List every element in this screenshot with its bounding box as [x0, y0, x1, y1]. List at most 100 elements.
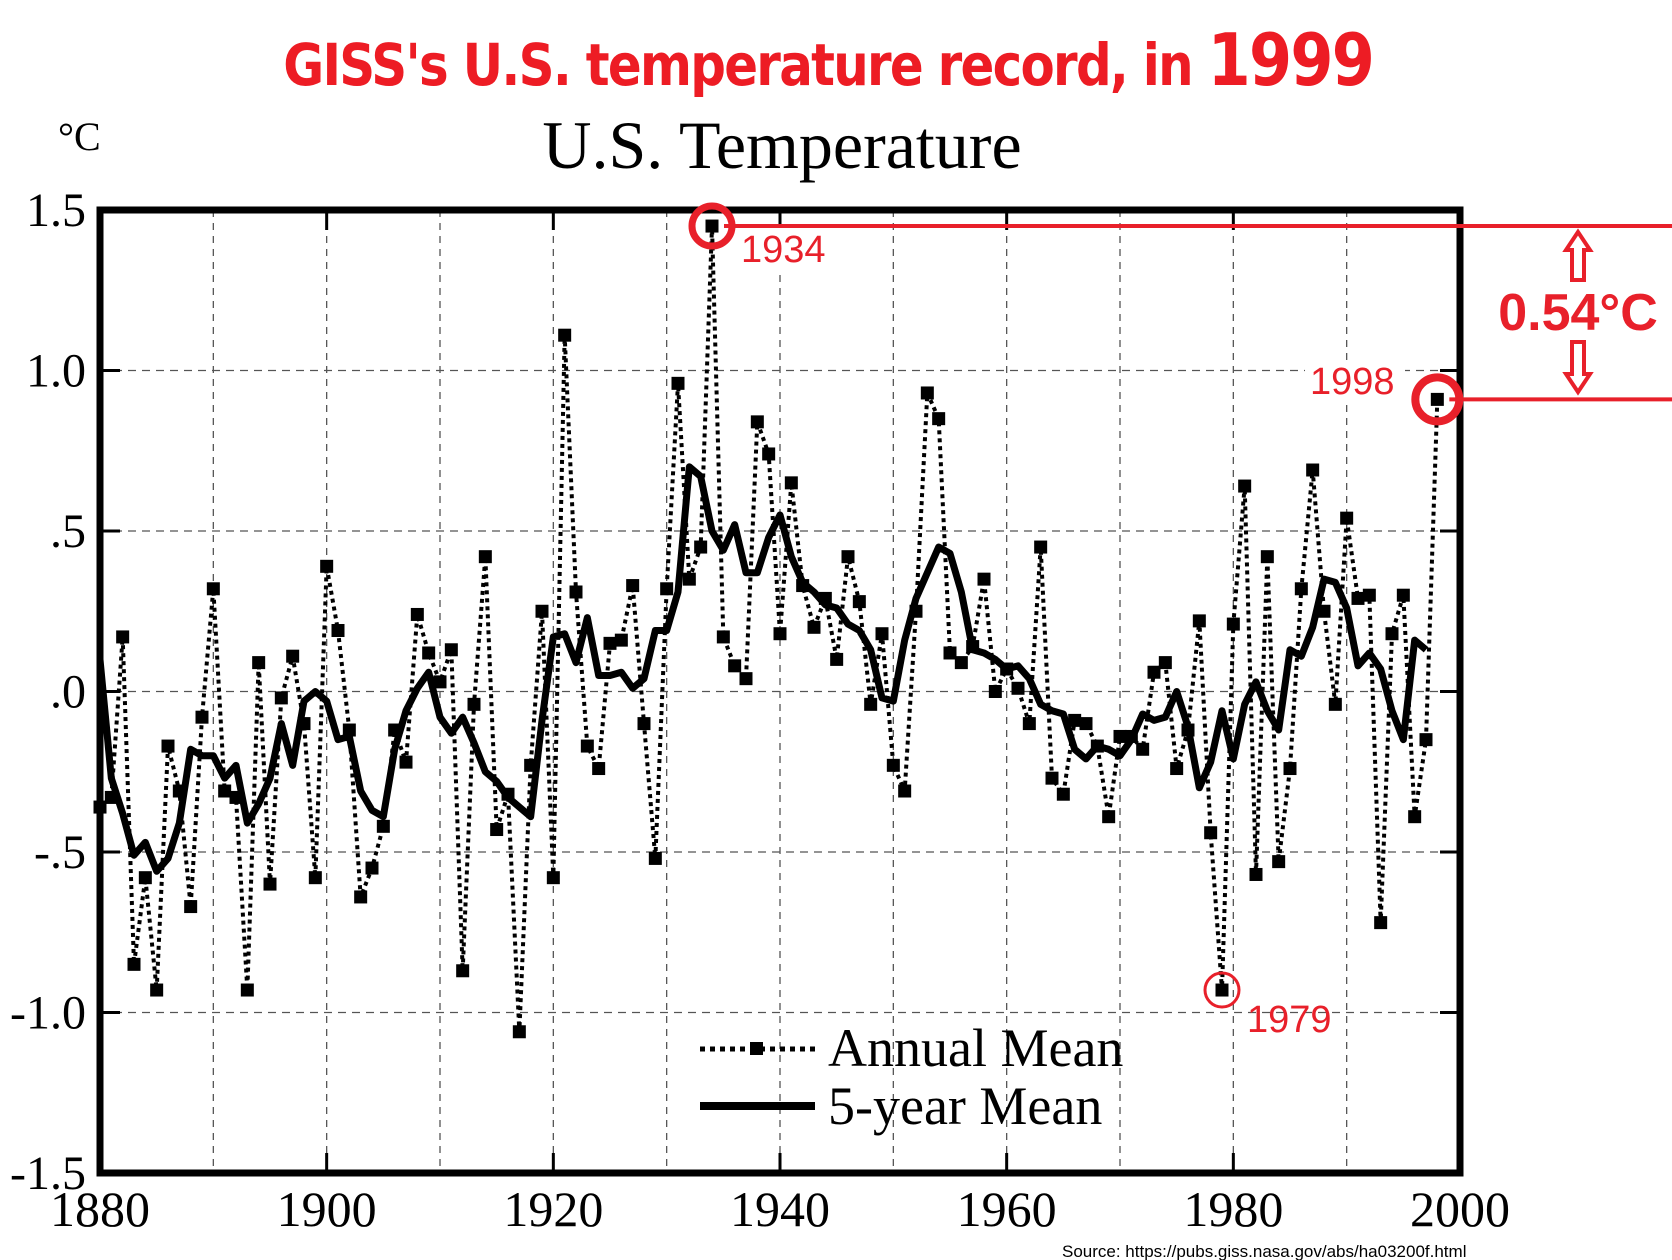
annual-point-1883 — [127, 957, 141, 971]
y-tick-label-1.5: 1.5 — [26, 184, 86, 237]
annual-point-1911 — [444, 643, 458, 657]
annual-point-1908 — [410, 607, 424, 621]
annual-point-1955 — [943, 646, 957, 660]
annual-point-1907 — [399, 755, 413, 769]
annual-point-1884 — [138, 871, 152, 885]
y-axis-unit-label: °C — [58, 114, 101, 159]
label-1934: 1934 — [741, 229, 826, 271]
annual-point-1941 — [784, 476, 798, 490]
annual-point-1989 — [1328, 697, 1342, 711]
annual-point-1959 — [988, 685, 1002, 698]
annual-point-1990 — [1340, 511, 1354, 525]
x-tick-label-1980: 1980 — [1183, 1181, 1283, 1237]
annual-point-1964 — [1045, 771, 1059, 785]
annual-point-1951 — [898, 784, 912, 798]
headline-year: 1999 — [1207, 18, 1375, 102]
annual-point-1997 — [1419, 733, 1433, 747]
annual-point-1901 — [331, 624, 345, 638]
annual-point-1970 — [1113, 729, 1127, 743]
annual-point-1887 — [172, 784, 186, 798]
label-bg-1998 — [1305, 360, 1405, 404]
annual-point-1921 — [558, 328, 572, 342]
x-tick-label-1940: 1940 — [730, 1181, 830, 1237]
annual-point-1919 — [535, 604, 549, 618]
annual-point-1900 — [320, 559, 334, 573]
annual-point-1962 — [1022, 717, 1036, 731]
annual-point-1916 — [501, 787, 515, 801]
annual-point-1977 — [1192, 614, 1206, 628]
five-year-mean-line — [96, 463, 1429, 875]
annual-point-1885 — [150, 983, 164, 997]
annual-point-1972 — [1136, 742, 1150, 756]
annual-point-1996 — [1408, 810, 1422, 824]
y-tick-label--1.0: -1.0 — [10, 987, 86, 1040]
annual-point-1899 — [308, 871, 322, 885]
annual-point-1947 — [852, 595, 866, 609]
tick-labels: 1880 1900 1920 1940 1960 1980 2000 1.5 1.0 .5 .0 -.… — [10, 184, 1510, 1237]
annual-point-1980 — [1226, 617, 1240, 631]
annual-point-1948 — [864, 697, 878, 711]
five-year-mean-polyline — [96, 463, 1429, 875]
annual-point-1914 — [478, 550, 492, 564]
annual-point-1926 — [614, 633, 628, 647]
annual-point-1969 — [1102, 810, 1116, 824]
annual-point-1891 — [218, 784, 232, 798]
annual-point-1949 — [875, 627, 889, 641]
annual-point-1991 — [1351, 591, 1365, 605]
annual-point-1966 — [1068, 713, 1082, 727]
annual-point-1932 — [682, 572, 696, 586]
annual-point-1987 — [1306, 463, 1320, 477]
y-tick-label-.5: .5 — [50, 505, 86, 558]
source-citation: Source: https://pubs.giss.nasa.gov/abs/h… — [1062, 1242, 1466, 1260]
legend: Annual Mean 5-year Mean — [700, 1018, 1123, 1136]
annual-point-1975 — [1170, 762, 1184, 776]
annual-point-1881 — [104, 790, 118, 804]
x-tick-label-1880: 1880 — [50, 1181, 150, 1237]
annual-point-1888 — [184, 900, 198, 914]
annual-point-1998 — [1430, 392, 1444, 406]
annual-point-1931 — [671, 376, 685, 390]
annual-point-1902 — [342, 723, 356, 737]
annual-mean-points — [93, 219, 1444, 1039]
annual-point-1925 — [603, 636, 617, 650]
annual-point-1889 — [195, 710, 209, 724]
x-tick-label-1960: 1960 — [957, 1181, 1057, 1237]
annual-point-1961 — [1011, 681, 1025, 695]
annual-point-1952 — [909, 604, 923, 618]
annual-point-1897 — [286, 649, 300, 663]
annual-point-1950 — [886, 758, 900, 772]
annual-point-1903 — [354, 890, 368, 904]
annual-point-1945 — [830, 652, 844, 666]
annual-point-1995 — [1396, 588, 1410, 602]
highlight-circle-1979 — [1203, 971, 1241, 1009]
annual-point-1960 — [1000, 662, 1014, 676]
y-tick-label-1.0: 1.0 — [26, 345, 86, 398]
y-tick-label--.5: -.5 — [34, 826, 86, 879]
annual-point-1917 — [512, 1025, 526, 1039]
annual-point-1935 — [716, 630, 730, 644]
annual-point-1936 — [728, 659, 742, 673]
annual-point-1984 — [1272, 855, 1286, 869]
annual-point-1915 — [490, 823, 504, 837]
label-1998: 1998 — [1310, 361, 1395, 403]
down-arrow-icon — [1562, 340, 1594, 396]
annual-point-1956 — [954, 656, 968, 670]
legend-annual-label: Annual Mean — [828, 1018, 1123, 1078]
annual-point-1958 — [977, 572, 991, 586]
highlight-circle-1934 — [688, 202, 736, 250]
annual-point-1978 — [1204, 826, 1218, 840]
annual-point-1893 — [240, 983, 254, 997]
highlight-circle-1998 — [1411, 373, 1464, 426]
annual-point-1892 — [229, 790, 243, 804]
annual-point-1909 — [422, 646, 436, 660]
annual-point-1940 — [773, 627, 787, 641]
annual-point-1930 — [660, 582, 674, 596]
annual-point-1946 — [841, 550, 855, 564]
annual-point-1963 — [1034, 540, 1048, 554]
annual-point-1994 — [1385, 627, 1399, 641]
difference-label: 0.54°C — [1498, 284, 1658, 342]
y-tick-label--1.5: -1.5 — [10, 1147, 86, 1200]
annual-point-1927 — [626, 579, 640, 593]
annual-point-1934 — [705, 219, 719, 233]
